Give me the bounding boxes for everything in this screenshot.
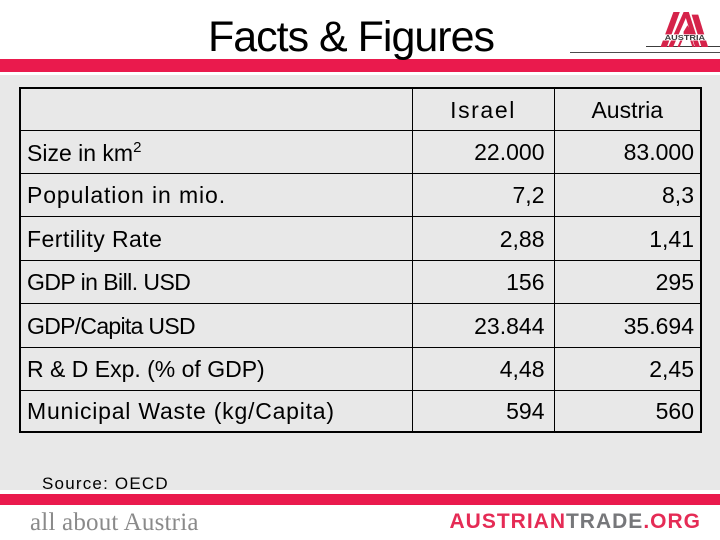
svg-text:AUSTRIA: AUSTRIA [665,33,706,42]
